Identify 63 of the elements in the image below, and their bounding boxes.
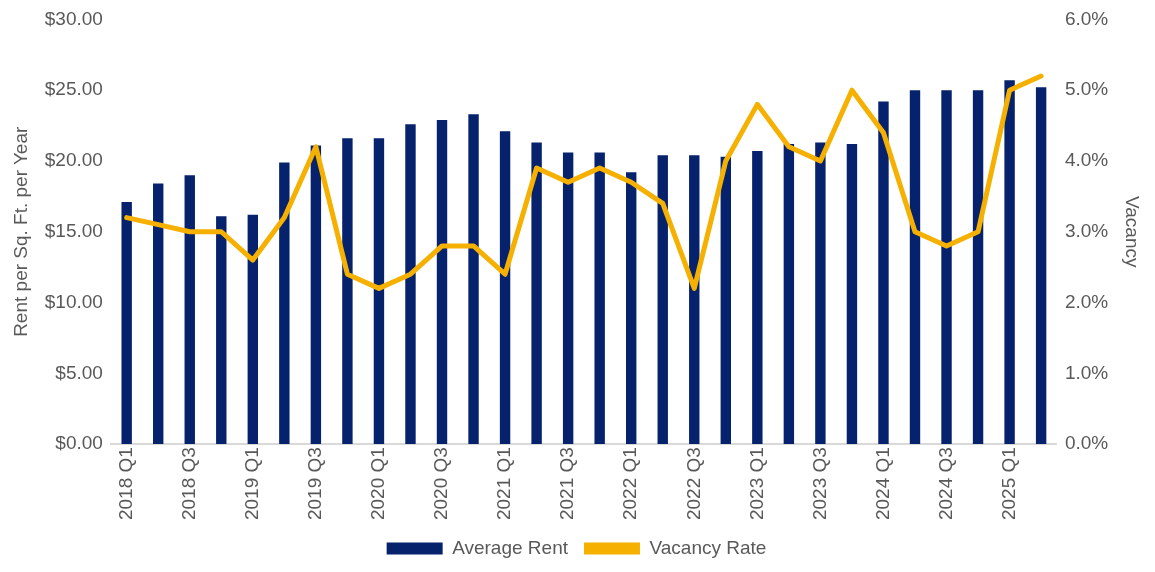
bar (909, 90, 921, 445)
y-axis-title: Rent per Sq. Ft. per Year (9, 126, 31, 337)
y2-tick-label: 2.0% (1064, 290, 1109, 312)
bar (373, 138, 385, 445)
x-tick-label: 2022 Q3 (682, 447, 704, 521)
bar (1004, 80, 1015, 445)
bar (499, 131, 511, 445)
bar (468, 114, 479, 445)
x-tick-label: 2024 Q1 (871, 447, 893, 521)
bar (752, 151, 763, 445)
legend-label: Vacancy Rate (649, 536, 767, 558)
bar (657, 155, 668, 445)
bar (531, 142, 542, 445)
y2-tick-label: 6.0% (1064, 7, 1109, 29)
bar (689, 155, 700, 445)
bar (310, 145, 322, 445)
bar (815, 142, 826, 445)
bar (405, 124, 416, 445)
y2-axis-title: Vacancy (1122, 196, 1144, 268)
x-tick-label: 2020 Q3 (430, 447, 452, 521)
x-tick-label: 2024 Q3 (934, 447, 956, 521)
bar (972, 90, 984, 445)
x-tick-label: 2023 Q3 (808, 447, 830, 521)
y-tick-label: $15.00 (44, 219, 103, 241)
bar (878, 101, 889, 445)
bar (216, 216, 227, 445)
x-tick-label: 2020 Q1 (367, 447, 389, 521)
bar (121, 202, 132, 445)
bar (783, 143, 795, 445)
x-tick-label: 2019 Q3 (304, 447, 326, 521)
y-tick-label: $10.00 (44, 290, 103, 312)
x-tick-label: 2018 Q1 (114, 447, 136, 521)
y2-tick-label: 3.0% (1064, 219, 1109, 241)
y2-tick-label: 0.0% (1064, 432, 1109, 454)
x-tick-label: 2023 Q1 (745, 447, 767, 521)
y-tick-label: $20.00 (44, 149, 103, 171)
bar (562, 152, 574, 445)
x-tick-label: 2021 Q1 (493, 447, 515, 521)
y-tick-label: $30.00 (44, 7, 103, 29)
bar (247, 214, 259, 445)
y-tick-label: $0.00 (55, 432, 103, 454)
x-tick-label: 2018 Q3 (177, 447, 199, 521)
legend-label: Average Rent (452, 536, 569, 558)
y2-tick-label: 1.0% (1064, 361, 1109, 383)
bar (941, 90, 952, 445)
y-tick-label: $5.00 (55, 361, 103, 383)
bar (720, 156, 731, 445)
x-tick-label: 2025 Q1 (997, 447, 1019, 521)
bar (846, 143, 858, 445)
bar (436, 119, 448, 445)
bar (153, 183, 164, 445)
y-tick-label: $25.00 (44, 78, 103, 100)
x-tick-label: 2022 Q1 (619, 447, 641, 521)
bar (184, 175, 195, 445)
x-tick-label: 2021 Q3 (556, 447, 578, 521)
bar (279, 162, 290, 445)
y2-tick-label: 5.0% (1064, 78, 1109, 100)
x-tick-label: 2019 Q1 (241, 447, 263, 521)
bar (594, 152, 605, 445)
bar (1035, 87, 1047, 445)
bar (626, 172, 637, 445)
bar (342, 138, 353, 445)
y2-tick-label: 4.0% (1064, 149, 1109, 171)
